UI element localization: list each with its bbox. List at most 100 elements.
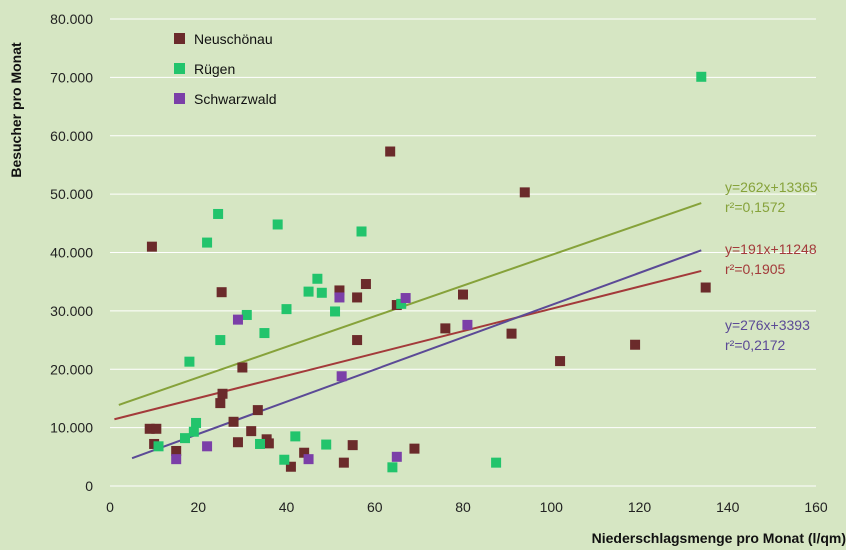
x-axis-label: Niederschlagsmenge pro Monat (l/qm) xyxy=(592,530,846,546)
data-point xyxy=(151,423,162,434)
trendline-labels: y=262x+13365 r²=0,1572 y=191x+11248 r²=0,19… xyxy=(725,179,818,353)
data-point xyxy=(316,287,327,298)
x-tick-label: 60 xyxy=(367,499,383,515)
data-point xyxy=(184,356,195,367)
data-point xyxy=(440,323,451,334)
data-point xyxy=(188,426,199,437)
legend-label: Rügen xyxy=(194,61,235,77)
trendline xyxy=(118,202,702,406)
data-point xyxy=(321,439,332,450)
data-point xyxy=(213,208,224,219)
trendline-r2: r²=0,1905 xyxy=(725,261,786,277)
y-axis-ticks: 0 10.000 20.000 30.000 40.000 50.000 60.000 70.… xyxy=(50,11,93,494)
data-point xyxy=(171,445,182,456)
x-tick-label: 80 xyxy=(455,499,471,515)
y-axis-label: Besucher pro Monat xyxy=(8,42,24,178)
data-point xyxy=(146,241,157,252)
data-point xyxy=(336,371,347,382)
data-point xyxy=(202,237,213,248)
legend: Neuschönau Rügen Schwarzwald xyxy=(174,31,276,107)
data-point xyxy=(237,362,248,373)
trendline-r2: r²=0,1572 xyxy=(725,199,786,215)
y-tick-label: 80.000 xyxy=(50,11,93,27)
data-point xyxy=(180,433,191,444)
x-tick-label: 0 xyxy=(106,499,114,515)
data-point xyxy=(360,279,371,290)
data-point xyxy=(215,398,226,409)
data-point xyxy=(696,71,707,82)
trendline-equation: y=262x+13365 xyxy=(725,179,818,195)
trendline xyxy=(131,249,702,460)
data-point xyxy=(491,457,502,468)
gridlines xyxy=(110,18,816,487)
data-point xyxy=(171,454,182,465)
data-point xyxy=(191,417,202,428)
data-point xyxy=(330,306,341,317)
data-point xyxy=(400,293,411,304)
x-tick-label: 40 xyxy=(279,499,295,515)
data-point xyxy=(385,146,396,157)
y-tick-label: 60.000 xyxy=(50,128,93,144)
y-tick-label: 30.000 xyxy=(50,303,93,319)
data-point xyxy=(519,187,530,198)
x-axis-ticks: 0 20 40 60 80 100 120 140 160 xyxy=(106,499,828,515)
data-point xyxy=(700,282,711,293)
trendline-equation: y=276x+3393 xyxy=(725,317,810,333)
y-tick-label: 10.000 xyxy=(50,420,93,436)
data-points xyxy=(144,71,711,473)
data-point xyxy=(506,328,517,339)
data-point xyxy=(232,314,243,325)
data-point xyxy=(462,319,473,330)
legend-marker xyxy=(174,33,185,44)
data-point xyxy=(352,292,363,303)
data-point xyxy=(387,462,398,473)
data-point xyxy=(202,441,213,452)
data-point xyxy=(259,328,270,339)
data-point xyxy=(153,441,164,452)
data-point xyxy=(272,219,283,230)
x-tick-label: 120 xyxy=(628,499,652,515)
trendlines xyxy=(114,202,702,460)
data-point xyxy=(285,461,296,472)
data-point xyxy=(391,451,402,462)
data-point xyxy=(334,285,345,296)
data-point xyxy=(216,287,227,298)
x-tick-label: 160 xyxy=(804,499,828,515)
legend-label: Schwarzwald xyxy=(194,91,276,107)
data-point xyxy=(281,304,292,315)
data-point xyxy=(252,405,263,416)
y-tick-label: 40.000 xyxy=(50,245,93,261)
data-point xyxy=(555,356,566,367)
data-point xyxy=(396,298,407,309)
y-tick-label: 70.000 xyxy=(50,69,93,85)
data-point xyxy=(334,292,345,303)
data-point xyxy=(290,431,301,442)
data-point xyxy=(246,426,257,437)
data-point xyxy=(303,454,314,465)
data-point xyxy=(630,339,641,350)
legend-label: Neuschönau xyxy=(194,31,273,47)
data-point xyxy=(215,335,226,346)
x-tick-label: 20 xyxy=(190,499,206,515)
data-point xyxy=(303,286,314,297)
data-point xyxy=(263,438,274,449)
data-point xyxy=(299,447,310,458)
data-point xyxy=(347,440,358,451)
y-tick-label: 50.000 xyxy=(50,186,93,202)
trendline xyxy=(114,269,702,421)
y-tick-label: 0 xyxy=(85,478,93,494)
data-point xyxy=(144,423,155,434)
data-point xyxy=(217,388,228,399)
y-tick-label: 20.000 xyxy=(50,361,93,377)
legend-marker xyxy=(174,93,185,104)
x-tick-label: 100 xyxy=(540,499,564,515)
data-point xyxy=(352,335,363,346)
trendline-r2: r²=0,2172 xyxy=(725,337,786,353)
data-point xyxy=(312,273,323,284)
data-point xyxy=(458,289,468,300)
data-point xyxy=(232,437,243,448)
x-tick-label: 140 xyxy=(716,499,740,515)
data-point xyxy=(356,226,367,237)
data-point xyxy=(228,416,239,427)
